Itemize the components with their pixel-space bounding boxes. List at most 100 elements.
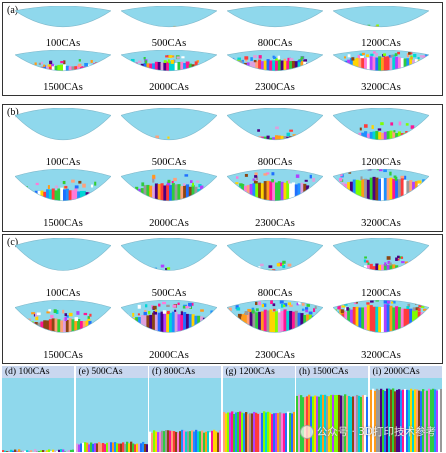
grain-column: [143, 314, 147, 333]
melt-pool-image: [227, 6, 323, 38]
grain-column: [348, 396, 351, 452]
grain-column: [233, 277, 236, 288]
grain-column: [79, 443, 82, 452]
grain-column: [85, 442, 88, 452]
equiaxed-grain: [287, 263, 292, 267]
grain-column: [312, 141, 315, 157]
equiaxed-grain: [85, 279, 87, 282]
equiaxed-grain: [417, 180, 422, 184]
grain-column: [263, 181, 267, 201]
grain-column: [46, 189, 50, 201]
grain-column: [249, 61, 253, 71]
grain-column: [23, 68, 27, 71]
equiaxed-grain: [199, 185, 204, 190]
grain-column: [51, 188, 55, 201]
grain-column: [121, 320, 125, 333]
equiaxed-grain: [35, 182, 39, 186]
equiaxed-grain: [208, 32, 211, 36]
grain-column: [208, 319, 212, 333]
grain-column: [202, 189, 207, 201]
grain-column: [409, 135, 413, 140]
equiaxed-grain: [242, 138, 246, 140]
grain-column: [63, 317, 67, 333]
grain-column: [165, 430, 168, 452]
equiaxed-grain: [360, 55, 364, 59]
grain-column: [209, 432, 212, 452]
grain-column: [333, 272, 336, 288]
grain-column: [238, 186, 242, 201]
grain-column: [127, 149, 130, 157]
equiaxed-grain: [344, 307, 348, 311]
grain-column: [407, 390, 410, 452]
equiaxed-grain: [128, 30, 131, 33]
grain-column: [227, 189, 231, 201]
grain-column: [24, 450, 27, 452]
grain-column: [158, 143, 161, 157]
equiaxed-grain: [420, 304, 425, 308]
melt-pool-image: [227, 108, 323, 157]
grain-column: [174, 62, 178, 71]
equiaxed-grain: [275, 126, 279, 130]
equiaxed-grain: [314, 306, 317, 309]
grain-column: [338, 60, 342, 71]
grain-column: [320, 189, 323, 201]
melt-pool-image: [15, 6, 111, 38]
grain-column: [129, 148, 132, 157]
grain-column: [68, 318, 72, 333]
grain-column: [208, 191, 212, 201]
grain-column: [57, 319, 61, 333]
equiaxed-grain: [211, 61, 216, 64]
equiaxed-grain: [137, 304, 141, 309]
grain-column: [211, 430, 214, 452]
grain-column: [372, 266, 376, 271]
equiaxed-grain: [394, 29, 397, 32]
grain-column: [154, 183, 159, 201]
equiaxed-grain: [255, 301, 258, 306]
grain-column: [258, 311, 262, 333]
grain-column: [387, 30, 390, 38]
grain-column: [310, 396, 313, 452]
grain-column: [183, 430, 186, 452]
grain-column: [68, 66, 72, 71]
equiaxed-grain: [315, 62, 319, 66]
grain-column: [15, 327, 19, 333]
grain-column: [370, 31, 373, 38]
equiaxed-grain: [349, 26, 353, 27]
equiaxed-grain: [235, 182, 239, 185]
grain-column: [290, 413, 293, 452]
grain-column: [439, 388, 442, 452]
grain-column: [330, 394, 333, 452]
equiaxed-grain: [228, 58, 233, 63]
equiaxed-grain: [97, 276, 100, 280]
equiaxed-grain: [383, 300, 388, 304]
grain-column: [236, 412, 239, 452]
grain-column: [224, 413, 227, 452]
grain-column: [113, 442, 116, 452]
grain-column: [23, 195, 27, 201]
equiaxed-grain: [375, 25, 378, 27]
equiaxed-grain: [371, 125, 374, 129]
grain-column: [335, 311, 339, 333]
grain-column: [286, 411, 289, 452]
grain-column: [152, 312, 156, 333]
equiaxed-grain: [287, 302, 292, 306]
time-step-caption: 2000CAs: [149, 350, 189, 361]
grain-column: [88, 66, 92, 71]
grain-column: [358, 267, 362, 271]
equiaxed-grain: [270, 300, 273, 305]
equiaxed-grain: [277, 55, 281, 60]
grain-column: [258, 59, 262, 71]
grain-column: [309, 275, 312, 288]
grain-column: [249, 184, 253, 201]
grain-column: [161, 275, 164, 288]
equiaxed-grain: [208, 273, 212, 277]
grain-column: [252, 310, 256, 333]
equiaxed-grain: [49, 60, 53, 65]
equiaxed-grain: [245, 133, 248, 137]
equiaxed-grain: [313, 139, 317, 140]
grain-column: [232, 414, 235, 452]
grain-column: [233, 144, 236, 157]
equiaxed-grain: [147, 310, 151, 315]
grain-column: [166, 275, 169, 288]
equiaxed-grain: [257, 129, 260, 132]
